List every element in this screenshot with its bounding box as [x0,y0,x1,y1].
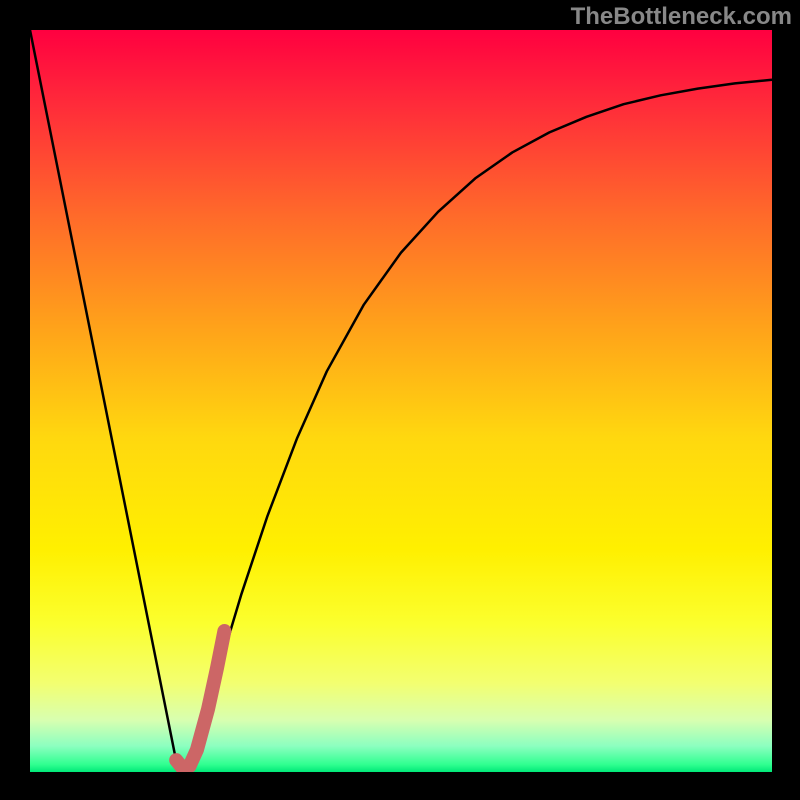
gradient-background [30,30,772,772]
watermark-text: TheBottleneck.com [571,3,792,31]
chart-svg [30,30,772,772]
chart-container: TheBottleneck.com [0,0,800,800]
plot-area [30,30,772,772]
